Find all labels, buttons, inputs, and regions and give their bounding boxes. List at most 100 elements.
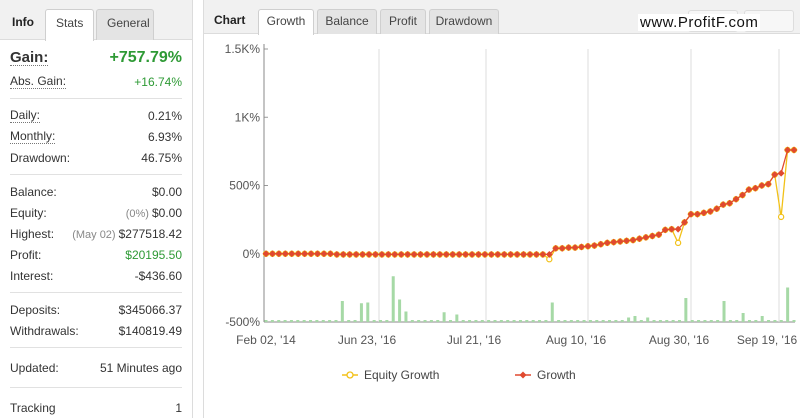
growth-point[interactable] <box>590 242 598 249</box>
tab-balance[interactable]: Balance <box>317 9 377 34</box>
growth-point[interactable] <box>771 171 779 179</box>
equity-point[interactable] <box>674 239 682 247</box>
growth-point[interactable] <box>719 201 727 209</box>
growth-point[interactable] <box>681 218 688 226</box>
growth-point[interactable] <box>513 251 521 258</box>
growth-point[interactable] <box>526 251 534 258</box>
growth-point[interactable] <box>288 250 296 258</box>
growth-point[interactable] <box>642 233 650 241</box>
growth-point[interactable] <box>326 250 334 258</box>
growth-point[interactable] <box>790 146 798 154</box>
growth-point[interactable] <box>745 186 753 194</box>
growth-point[interactable] <box>739 191 746 199</box>
growth-point[interactable] <box>346 251 354 258</box>
growth-point[interactable] <box>713 205 721 213</box>
growth-point[interactable] <box>674 225 682 233</box>
growth-point[interactable] <box>307 250 315 258</box>
tab-drawdown[interactable]: Drawdown <box>429 9 499 34</box>
growth-point[interactable] <box>333 251 341 258</box>
growth-point[interactable] <box>533 251 540 258</box>
growth-point[interactable] <box>468 251 476 258</box>
legend-label[interactable]: Growth <box>537 368 576 382</box>
growth-point[interactable] <box>584 242 592 250</box>
growth-point[interactable] <box>706 208 714 215</box>
volume-bar <box>760 316 764 322</box>
chart-legend[interactable]: Equity Growth Growth <box>342 368 576 382</box>
growth-point[interactable] <box>378 251 386 258</box>
gain-label[interactable]: Gain: <box>10 48 49 66</box>
growth-point[interactable] <box>558 244 566 252</box>
growth-point[interactable] <box>610 238 618 246</box>
growth-point[interactable] <box>668 225 676 233</box>
growth-point[interactable] <box>455 251 463 258</box>
growth-point[interactable] <box>397 251 405 258</box>
growth-point[interactable] <box>636 235 643 243</box>
growth-point[interactable] <box>462 251 470 258</box>
growth-point[interactable] <box>339 251 347 258</box>
growth-point[interactable] <box>623 237 631 245</box>
growth-point[interactable] <box>732 195 740 203</box>
growth-point[interactable] <box>655 231 663 239</box>
growth-point[interactable] <box>442 251 450 258</box>
growth-point[interactable] <box>565 244 573 252</box>
growth-point[interactable] <box>764 180 772 188</box>
growth-point[interactable] <box>758 182 766 189</box>
growth-point[interactable] <box>693 210 701 218</box>
growth-point[interactable] <box>552 244 560 252</box>
growth-point[interactable] <box>603 239 611 247</box>
growth-point[interactable] <box>500 251 508 258</box>
growth-point[interactable] <box>784 146 791 154</box>
growth-point[interactable] <box>648 232 656 240</box>
growth-point[interactable] <box>449 251 457 258</box>
growth-point[interactable] <box>751 184 759 192</box>
growth-point[interactable] <box>571 244 579 252</box>
tab-general[interactable]: General <box>96 9 154 40</box>
tab-stats[interactable]: Stats <box>45 9 95 41</box>
growth-point[interactable] <box>481 251 489 258</box>
growth-point[interactable] <box>661 226 669 234</box>
growth-point[interactable] <box>294 250 302 258</box>
growth-point[interactable] <box>507 251 515 258</box>
growth-point[interactable] <box>597 240 605 248</box>
growth-point[interactable] <box>487 251 495 258</box>
monthly-label[interactable]: Monthly: <box>10 129 56 144</box>
daily-label[interactable]: Daily: <box>10 108 41 123</box>
growth-point[interactable] <box>616 238 624 245</box>
growth-point[interactable] <box>372 251 379 258</box>
growth-point[interactable] <box>436 251 444 258</box>
growth-point[interactable] <box>314 250 321 258</box>
growth-point[interactable] <box>262 250 270 258</box>
growth-point[interactable] <box>365 251 373 258</box>
growth-point[interactable] <box>578 243 585 251</box>
growth-point[interactable] <box>359 251 367 258</box>
growth-point[interactable] <box>429 251 437 258</box>
growth-point[interactable] <box>687 210 695 218</box>
growth-point[interactable] <box>275 250 283 258</box>
tab-profit[interactable]: Profit <box>380 9 426 34</box>
interest-value: -$436.60 <box>134 268 182 283</box>
growth-point[interactable] <box>520 251 527 258</box>
growth-point[interactable] <box>384 251 392 258</box>
growth-point[interactable] <box>281 250 289 258</box>
equity-point[interactable] <box>777 213 785 221</box>
tab-growth[interactable]: Growth <box>258 9 314 35</box>
growth-point[interactable] <box>777 169 785 177</box>
growth-point[interactable] <box>423 251 431 258</box>
legend-label[interactable]: Equity Growth <box>364 368 439 382</box>
growth-point[interactable] <box>417 251 424 258</box>
growth-point[interactable] <box>475 251 482 258</box>
growth-point[interactable] <box>269 250 276 258</box>
growth-point[interactable] <box>410 251 418 258</box>
growth-point[interactable] <box>726 199 734 207</box>
growth-point[interactable] <box>301 250 309 258</box>
growth-point[interactable] <box>352 251 360 258</box>
growth-point[interactable] <box>404 251 412 258</box>
abs-gain-label[interactable]: Abs. Gain: <box>10 74 67 89</box>
growth-point[interactable] <box>700 209 708 217</box>
growth-point[interactable] <box>320 250 328 258</box>
growth-point[interactable] <box>494 251 502 258</box>
growth-point[interactable] <box>629 236 637 244</box>
growth-point[interactable] <box>539 251 547 258</box>
growth-point[interactable] <box>545 251 553 258</box>
growth-point[interactable] <box>391 251 399 258</box>
